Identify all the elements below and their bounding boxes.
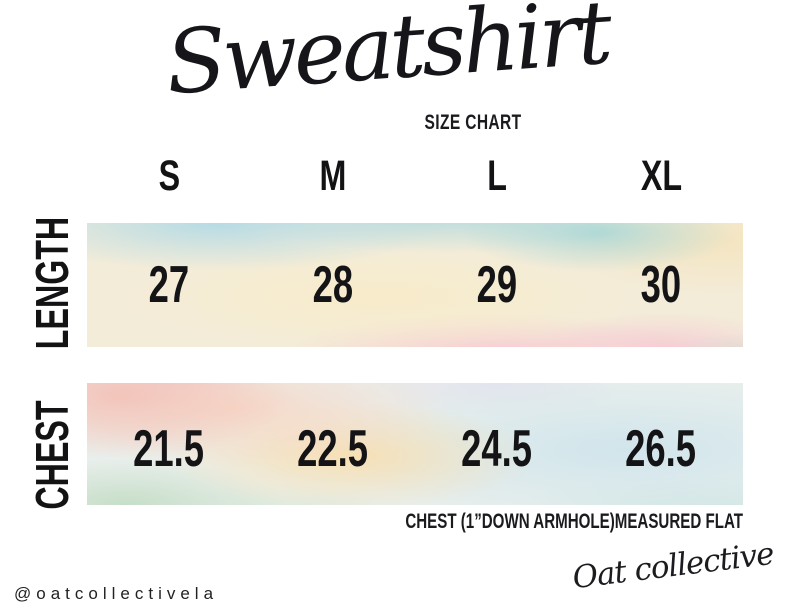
size-header-label: L [487,151,507,200]
page-subtitle: SIZE CHART [408,111,539,135]
length-value: 27 [148,256,190,314]
measurement-footnote: CHEST (1”DOWN ARMHOLE)MEASURED FLAT [274,510,743,534]
chest-watercolor-band: 21.5 22.5 24.5 26.5 [87,383,743,505]
measurement-footnote-text: CHEST (1”DOWN ARMHOLE)MEASURED FLAT [405,510,743,533]
page-subtitle-text: SIZE CHART [424,111,522,134]
length-value: 29 [476,256,518,314]
length-value: 30 [640,256,682,314]
chest-value-row: 21.5 22.5 24.5 26.5 [87,383,743,505]
chest-value: 26.5 [625,420,697,478]
length-value-m: 28 [251,255,415,315]
size-header-xl: XL [579,152,743,201]
chest-value-l: 24.5 [415,419,579,479]
size-header-s: S [87,152,251,201]
chest-value-s: 21.5 [87,419,251,479]
size-header-m: M [251,152,415,201]
brand-signature: Oat collective [570,535,776,597]
length-value: 28 [312,256,354,314]
chest-value-xl: 26.5 [579,419,743,479]
chest-value: 21.5 [133,420,205,478]
page-title: Sweatshirt [162,0,612,115]
length-watercolor-band: 27 28 29 30 [87,223,743,347]
size-header-label: S [158,151,180,200]
length-value-xl: 30 [579,255,743,315]
size-header-row: S M L XL [87,152,743,200]
size-header-l: L [415,152,579,201]
chest-value-m: 22.5 [251,419,415,479]
length-value-row: 27 28 29 30 [87,223,743,347]
size-header-label: M [319,151,347,200]
chest-value: 24.5 [461,420,533,478]
instagram-handle: @oatcollectivela [14,584,219,603]
row-label-length: LENGTH [26,216,78,350]
size-header-label: XL [640,151,682,200]
row-label-chest: CHEST [26,400,78,510]
chest-value: 22.5 [297,420,369,478]
length-value-l: 29 [415,255,579,315]
length-value-s: 27 [87,255,251,315]
